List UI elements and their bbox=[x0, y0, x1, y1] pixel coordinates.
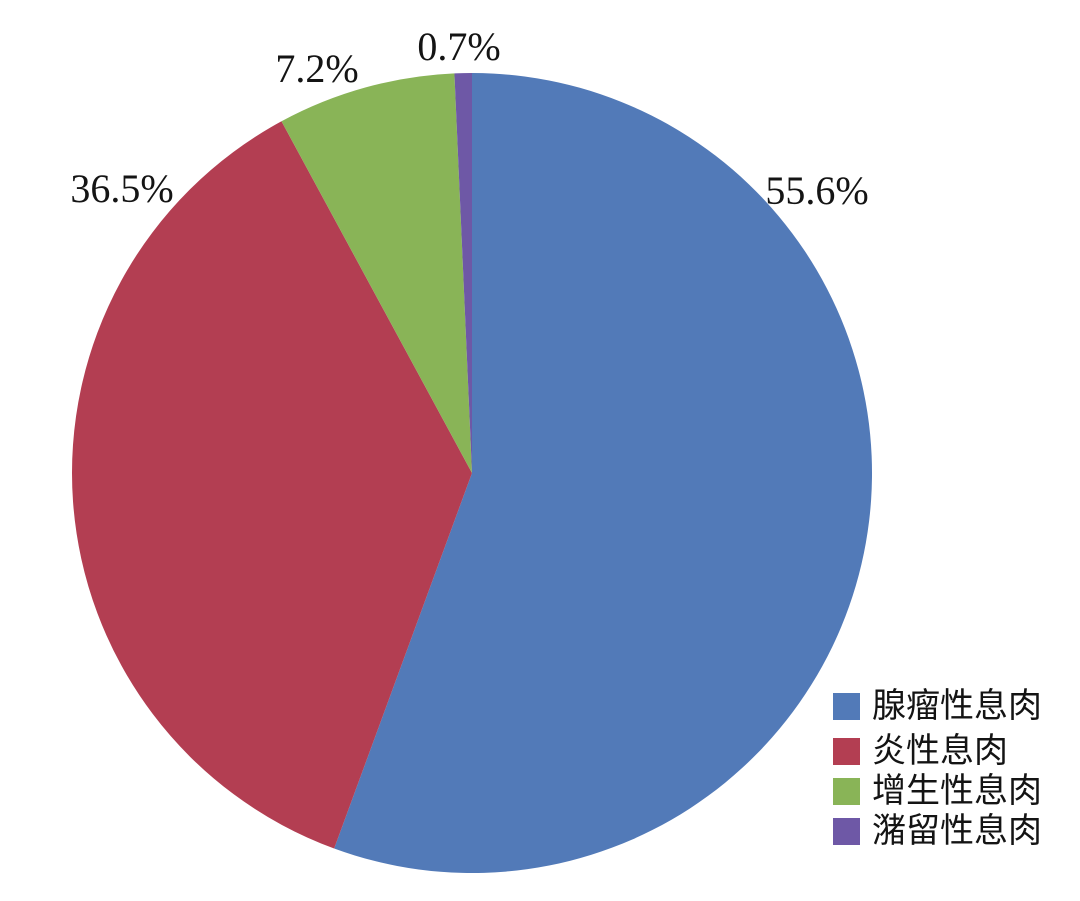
pie-slice-3 bbox=[454, 73, 472, 473]
legend-label-adenomatous: 腺瘤性息肉 bbox=[872, 688, 1042, 725]
slice-value-label-retention: 0.7% bbox=[417, 24, 501, 69]
legend-swatch-inflammatory bbox=[833, 738, 860, 765]
legend-item-adenomatous: 腺瘤性息肉 bbox=[833, 688, 1042, 725]
slice-value-label-adenomatous: 55.6% bbox=[765, 168, 869, 213]
slice-value-label-hyperplastic: 7.2% bbox=[275, 46, 359, 91]
legend-label-retention: 潴留性息肉 bbox=[872, 813, 1042, 850]
slice-value-label-inflammatory: 36.5% bbox=[70, 166, 174, 211]
pie-slice-1 bbox=[71, 121, 472, 849]
legend-swatch-retention bbox=[833, 818, 860, 845]
pie-slice-2 bbox=[281, 73, 472, 473]
legend-label-hyperplastic: 增生性息肉 bbox=[872, 773, 1042, 810]
legend-swatch-hyperplastic bbox=[833, 778, 860, 805]
legend-item-hyperplastic: 增生性息肉 bbox=[833, 773, 1042, 810]
legend-item-retention: 潴留性息肉 bbox=[833, 813, 1042, 850]
legend-label-inflammatory: 炎性息肉 bbox=[872, 733, 1008, 770]
legend-item-inflammatory: 炎性息肉 bbox=[833, 733, 1008, 770]
legend-swatch-adenomatous bbox=[833, 693, 860, 720]
pie-slice-0 bbox=[334, 73, 873, 873]
